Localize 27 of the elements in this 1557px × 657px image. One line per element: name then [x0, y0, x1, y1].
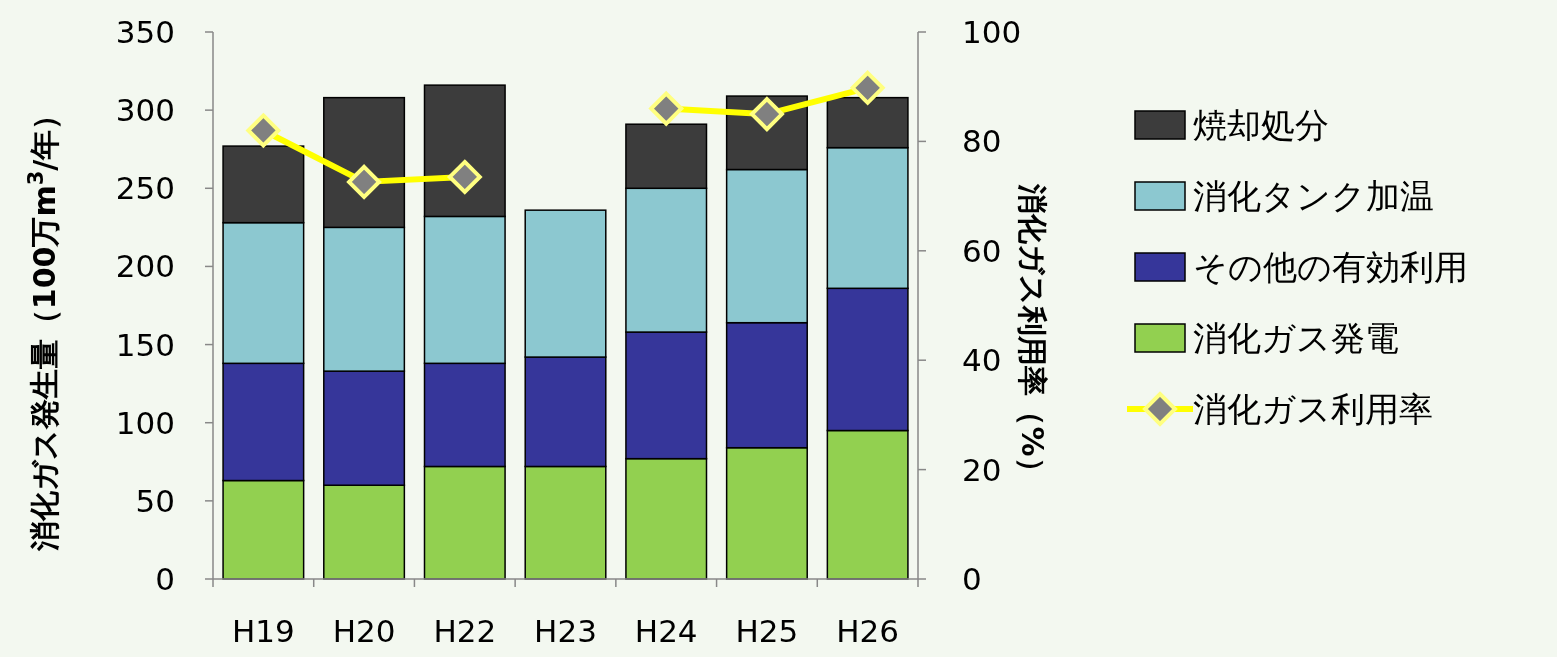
legend-label: 消化ガス利用率: [1193, 389, 1433, 429]
x-tick-label: H25: [735, 613, 799, 649]
legend-label: 消化ガス発電: [1193, 318, 1399, 358]
y-tick-label: 300: [115, 92, 175, 129]
y-tick-label: 50: [135, 482, 175, 519]
legend-label: 焼却処分: [1193, 105, 1329, 145]
x-tick-label: H22: [433, 613, 497, 649]
x-tick-label: H23: [534, 613, 597, 649]
y2-tick-label: 0: [962, 561, 982, 597]
y2-tick-label: 80: [962, 123, 1002, 160]
x-tick-label: H24: [634, 613, 698, 649]
x-tick-label: H20: [332, 613, 396, 649]
y2-axis-title: 消化ガス利用率（%）: [1015, 183, 1050, 487]
legend-label: 消化タンク加温: [1193, 176, 1434, 216]
x-tick-label: H19: [231, 613, 295, 649]
x-tick-label: H26: [836, 613, 900, 649]
y-tick-label: 150: [115, 326, 175, 363]
y-tick-label: 250: [115, 170, 175, 207]
y2-tick-label: 100: [962, 14, 1022, 50]
y-tick-label: 100: [115, 404, 175, 441]
y-tick-label: 350: [115, 14, 175, 50]
y2-tick-label: 40: [962, 342, 1002, 379]
y-tick-label: 200: [115, 248, 175, 285]
legend-label: その他の有効利用: [1193, 247, 1468, 287]
y-tick-label: 0: [155, 561, 175, 597]
y2-tick-label: 60: [962, 232, 1002, 269]
y2-tick-label: 20: [962, 451, 1002, 488]
